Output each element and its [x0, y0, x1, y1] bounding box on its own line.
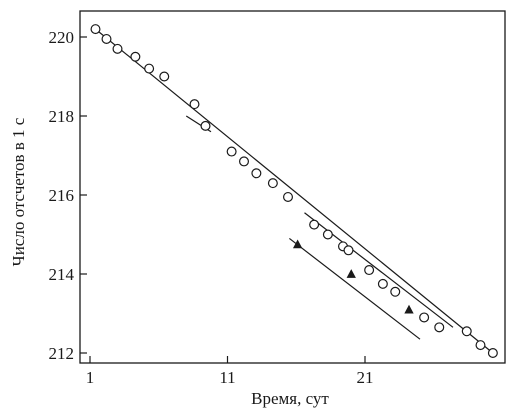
fit-lines [95, 28, 494, 354]
x-tick-label: 11 [219, 368, 235, 387]
circle-point [251, 168, 262, 179]
circle-point [90, 24, 101, 35]
circle-point [189, 99, 200, 110]
circle-point [112, 43, 123, 54]
circle-point [434, 322, 445, 333]
circle-point [364, 265, 375, 276]
triangle-point [404, 304, 414, 314]
circle-point [130, 51, 141, 62]
y-tick-label: 212 [49, 344, 75, 363]
x-tick-label: 21 [357, 368, 374, 387]
y-tick-label: 216 [49, 186, 75, 205]
y-tick-label: 218 [49, 107, 75, 126]
circle-point [226, 146, 237, 157]
fit-line-0 [95, 28, 494, 354]
plot-frame [79, 10, 506, 364]
triangle-point [346, 269, 356, 278]
x-axis-title: Время, сут [251, 389, 329, 408]
circle-point [283, 191, 294, 202]
axes [79, 10, 506, 364]
circle-point [159, 71, 170, 82]
circle-point [309, 219, 320, 230]
circle-point [377, 278, 388, 289]
circle-point [461, 326, 472, 337]
fit-line-3 [289, 237, 421, 340]
circle-point [322, 229, 333, 240]
y-tick-label: 214 [49, 265, 75, 284]
circle-point [343, 245, 354, 256]
data-points [90, 24, 498, 359]
circle-point [419, 312, 430, 323]
circle-point [200, 120, 211, 131]
circle-point [475, 340, 486, 351]
circle-point [101, 33, 112, 44]
y-tick-label: 220 [49, 28, 75, 47]
circle-point [390, 286, 401, 297]
circle-point [487, 348, 498, 359]
circle-point [267, 178, 278, 189]
circle-point [144, 63, 155, 74]
circle-point [239, 156, 250, 167]
x-tick-label: 1 [86, 368, 95, 387]
y-axis-title: Число отсчетов в 1 с [9, 117, 28, 266]
triangle-point [292, 239, 303, 249]
